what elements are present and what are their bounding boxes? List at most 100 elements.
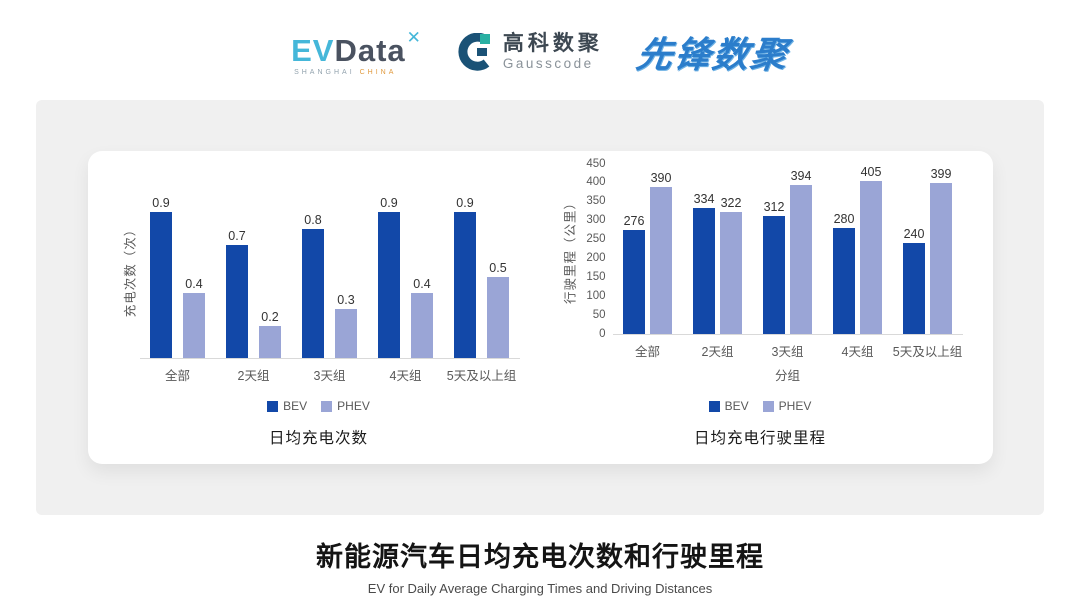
legend-swatch-bev — [267, 400, 279, 412]
category-label: 3天组 — [313, 369, 346, 383]
chart-title: 日均充电行驶里程 — [693, 430, 826, 447]
plot-area: 0.9 0.4 0.7 0.2 0.8 0.3 0.9 0.4 0.9 0.5 — [139, 181, 520, 359]
category-label: 5天及以上组 — [446, 369, 517, 383]
bar-value-label: 312 — [763, 199, 785, 214]
gausscode-g-icon — [458, 33, 490, 71]
evdata-shanghai-text: SHANGHAI — [294, 68, 355, 76]
y-axis-ticks: 0 50 100 150 200 250 300 350 400 450 — [580, 158, 613, 339]
bar-column: 0.8 — [302, 181, 324, 358]
bar-value-label: 0.7 — [228, 228, 246, 243]
bar-column: 240 — [903, 165, 925, 334]
bar-phev — [335, 309, 357, 358]
bar-bev — [378, 212, 400, 358]
plot-column: 0.9 0.4 0.7 0.2 0.8 0.3 0.9 0.4 0.9 0.5 全部 2天组 3天组 4天… — [139, 181, 520, 384]
page-title: 新能源汽车日均充电次数和行驶里程 — [316, 542, 764, 572]
y-axis-label-text: 行驶里程（公里） — [563, 195, 577, 305]
bar-phev — [259, 326, 281, 358]
category-label: 5天及以上组 — [892, 345, 963, 359]
legend: BEV PHEV — [708, 399, 811, 413]
bar-group: 240 399 — [893, 165, 963, 334]
bar-bev — [903, 243, 925, 334]
bar-group: 0.7 0.2 — [216, 181, 292, 358]
plot-row: 行驶里程（公里） 0 50 100 150 200 250 300 350 400 450 276 39… — [558, 158, 963, 384]
bar-value-label: 240 — [903, 226, 925, 241]
bar-bev — [763, 216, 785, 334]
bar-column: 0.2 — [259, 181, 281, 358]
legend-item-phev: PHEV — [762, 399, 811, 413]
bar-value-label: 0.8 — [304, 212, 322, 227]
bar-value-label: 0.9 — [380, 195, 398, 210]
bar-value-label: 0.2 — [261, 309, 279, 324]
bar-column: 334 — [693, 165, 715, 334]
bar-group: 0.9 0.4 — [368, 181, 444, 358]
category-label: 3天组 — [771, 345, 804, 359]
pioneer-logo: 先锋数聚 — [633, 34, 792, 75]
category-label: 4天组 — [841, 345, 874, 359]
y-tick-label: 100 — [586, 289, 606, 302]
bar-group: 280 405 — [823, 165, 893, 334]
footer: 新能源汽车日均充电次数和行驶里程 EV for Daily Average Ch… — [0, 535, 1080, 596]
y-axis-label: 充电次数（次） — [118, 181, 140, 359]
bar-column: 0.5 — [487, 181, 509, 358]
category-axis: 全部 2天组 3天组 4天组 5天及以上组 — [613, 341, 963, 360]
bar-column: 0.9 — [454, 181, 476, 358]
y-tick-label: 0 — [599, 327, 606, 340]
bar-group: 334 322 — [683, 165, 753, 334]
content-panel: 充电次数（次） 0.9 0.4 0.7 0.2 0.8 0.3 0.9 0.4 0.9 0.5 全部 2… — [36, 100, 1044, 515]
bar-value-label: 0.5 — [489, 260, 507, 275]
y-tick-label: 400 — [586, 176, 606, 189]
page-subtitle: EV for Daily Average Charging Times and … — [367, 581, 713, 596]
bar-bev — [623, 230, 645, 334]
bar-column: 276 — [623, 165, 645, 334]
category-label: 4天组 — [389, 369, 422, 383]
category-axis: 全部 2天组 3天组 4天组 5天及以上组 — [140, 365, 520, 384]
bar-value-label: 399 — [930, 166, 952, 181]
bar-column: 0.4 — [183, 181, 205, 358]
bar-bev — [150, 212, 172, 358]
bar-value-label: 0.3 — [337, 292, 355, 307]
legend-label: PHEV — [337, 399, 370, 413]
bar-value-label: 280 — [833, 211, 855, 226]
bar-value-label: 390 — [650, 170, 672, 185]
bar-value-label: 0.9 — [456, 195, 474, 210]
gausscode-en-text: Gausscode — [502, 56, 594, 72]
chart-daily-charging-times: 充电次数（次） 0.9 0.4 0.7 0.2 0.8 0.3 0.9 0.4 0.9 0.5 全部 2… — [118, 181, 520, 448]
bar-bev — [833, 228, 855, 334]
bar-phev — [183, 293, 205, 358]
bar-value-label: 0.4 — [185, 276, 203, 291]
logo-header: EVData✕ SHANGHAI CHINA 高科数聚 Gausscode 先锋… — [0, 0, 1080, 82]
bar-value-label: 0.4 — [413, 276, 431, 291]
y-tick-label: 450 — [586, 157, 606, 170]
bar-phev — [411, 293, 433, 358]
bar-group: 0.9 0.4 — [140, 181, 216, 358]
bar-column: 312 — [763, 165, 785, 334]
bar-bev — [693, 208, 715, 334]
evdata-data-text: Data — [334, 32, 406, 68]
bar-value-label: 276 — [623, 213, 645, 228]
bar-bev — [302, 229, 324, 358]
chart-daily-driving-distance: 行驶里程（公里） 0 50 100 150 200 250 300 350 400 450 276 39… — [558, 158, 963, 448]
bar-column: 0.3 — [335, 181, 357, 358]
bar-phev — [650, 187, 672, 334]
evdata-spark-icon: ✕ — [406, 27, 422, 47]
y-axis-label-text: 充电次数（次） — [123, 222, 137, 318]
chart-title: 日均充电次数 — [268, 430, 368, 447]
legend-swatch-bev — [708, 400, 720, 412]
legend-label: BEV — [724, 399, 749, 413]
bar-column: 0.9 — [150, 181, 172, 358]
charts-card: 充电次数（次） 0.9 0.4 0.7 0.2 0.8 0.3 0.9 0.4 0.9 0.5 全部 2… — [87, 151, 993, 464]
y-axis-label: 行驶里程（公里） — [558, 165, 580, 335]
legend-label: BEV — [283, 399, 308, 413]
y-tick-label: 150 — [586, 270, 606, 283]
bar-phev — [860, 181, 882, 334]
bar-value-label: 405 — [860, 164, 882, 179]
bar-group: 0.8 0.3 — [292, 181, 368, 358]
evdata-logo: EVData✕ SHANGHAI CHINA — [291, 29, 422, 76]
plot-row: 充电次数（次） 0.9 0.4 0.7 0.2 0.8 0.3 0.9 0.4 0.9 0.5 全部 2… — [118, 181, 520, 384]
y-tick-label: 50 — [592, 308, 606, 321]
evdata-ev-text: EV — [291, 32, 335, 68]
gausscode-logo: 高科数聚 Gausscode — [456, 33, 603, 71]
y-tick-label: 250 — [586, 233, 606, 246]
y-tick-label: 350 — [586, 195, 606, 208]
bar-column: 405 — [860, 165, 882, 334]
